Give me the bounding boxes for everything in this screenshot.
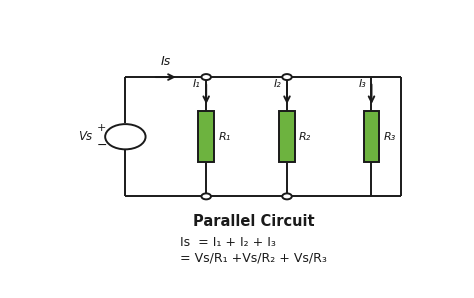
Bar xyxy=(364,111,379,162)
Circle shape xyxy=(282,193,292,199)
Bar xyxy=(279,111,295,162)
Text: Is: Is xyxy=(161,55,171,68)
Text: R₁: R₁ xyxy=(219,132,230,142)
Circle shape xyxy=(201,193,211,199)
Text: Is  = I₁ + I₂ + I₃: Is = I₁ + I₂ + I₃ xyxy=(181,236,276,249)
Text: I₁: I₁ xyxy=(193,79,201,89)
Text: = Vs/R₁ +Vs/R₂ + Vs/R₃: = Vs/R₁ +Vs/R₂ + Vs/R₃ xyxy=(181,252,328,265)
Circle shape xyxy=(105,124,146,149)
Text: Parallel Circuit: Parallel Circuit xyxy=(193,214,315,229)
Bar xyxy=(199,111,214,162)
Circle shape xyxy=(282,74,292,80)
Text: +: + xyxy=(97,123,106,133)
Text: Vs: Vs xyxy=(78,130,92,143)
Text: I₃: I₃ xyxy=(358,79,366,89)
Text: R₂: R₂ xyxy=(299,132,311,142)
Text: −: − xyxy=(96,139,107,152)
Circle shape xyxy=(201,74,211,80)
Text: R₃: R₃ xyxy=(383,132,396,142)
Text: I₂: I₂ xyxy=(274,79,282,89)
